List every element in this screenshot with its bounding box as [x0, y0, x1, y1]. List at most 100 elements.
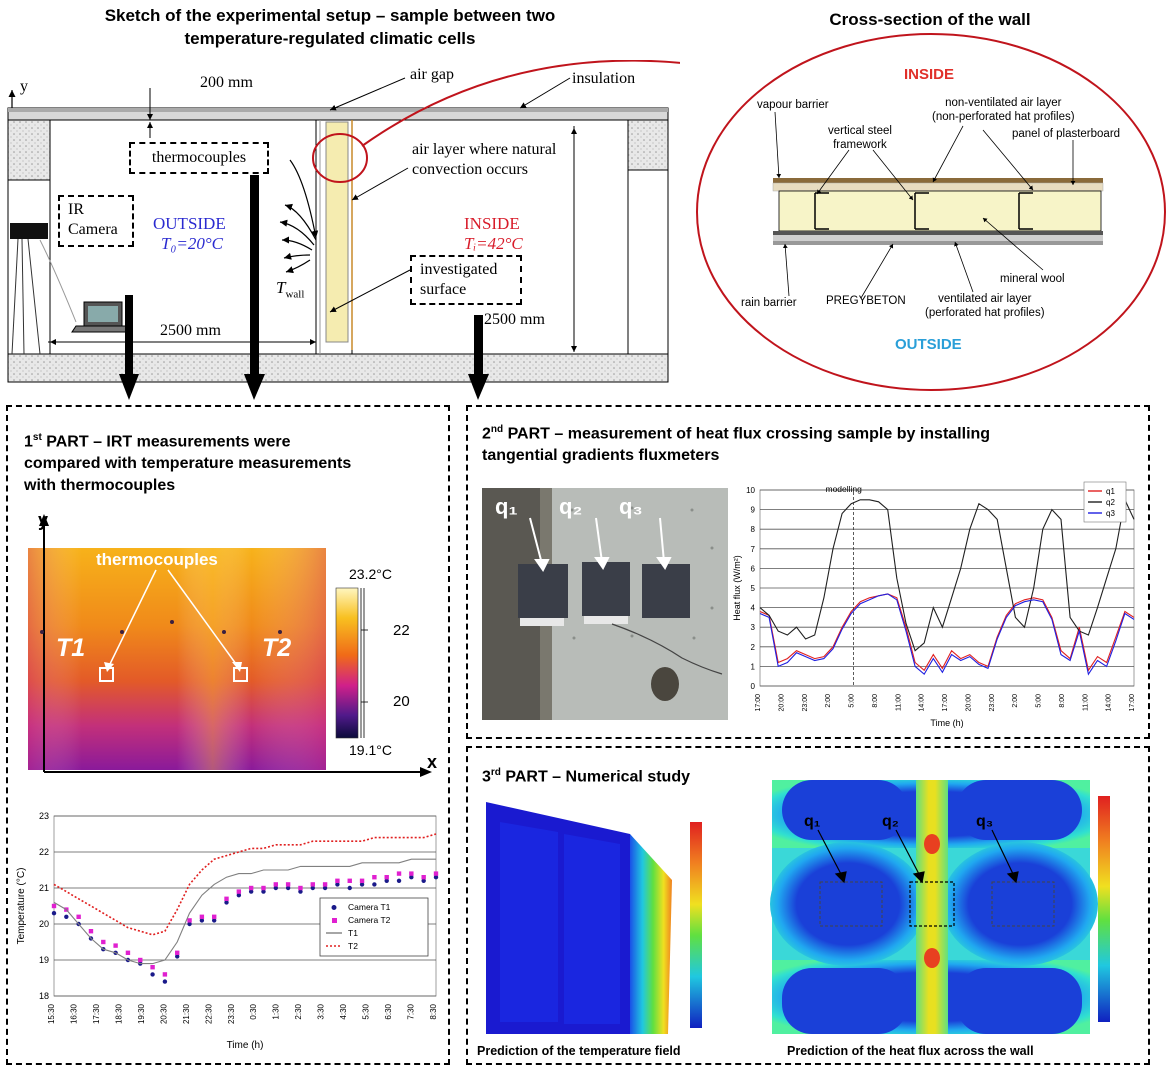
legend-label: q2 [1106, 498, 1115, 507]
ir-camera-box: IR Camera [58, 195, 134, 247]
data-point [285, 885, 291, 891]
y-tick-label: 18 [39, 991, 49, 1001]
part3-panel [466, 746, 1150, 1065]
x-tick-label: 5:00 [1036, 694, 1043, 708]
temperature-field-render [486, 802, 702, 1034]
data-point [138, 957, 143, 963]
x-tick-label: 3:30 [317, 1003, 326, 1019]
color-scale-bar [335, 587, 359, 739]
y-axis-label: Temperature (°C) [16, 868, 27, 945]
x-tick-label: 21:30 [182, 1003, 191, 1024]
data-point [51, 911, 57, 916]
y-tick-label: 3 [751, 623, 756, 632]
data-point [273, 882, 279, 887]
legend-label: Camera T2 [348, 915, 391, 925]
plasterboard-label: panel of plasterboard [1012, 128, 1121, 140]
x-tick-label: 8:00 [1059, 694, 1066, 708]
air-gap-label: air gap [410, 66, 454, 83]
data-point [384, 875, 389, 880]
data-point [51, 903, 57, 909]
outside-label: OUTSIDE T₀=20°C [153, 214, 226, 253]
data-point [113, 943, 118, 948]
x-axis-label: Time (h) [930, 718, 963, 728]
scale-min-label: 19.1°C [349, 742, 392, 758]
scale-20-label: 20 [393, 693, 410, 710]
caption-heat-flux: Prediction of the heat flux across the w… [787, 1044, 1034, 1058]
x-axis-label: Time (h) [227, 1040, 264, 1051]
legend-label: q1 [1106, 487, 1115, 496]
fluxmeter-photo [482, 488, 728, 720]
legend-label: T2 [348, 941, 358, 951]
part2-panel [466, 405, 1150, 739]
y-tick-label: 19 [39, 955, 49, 965]
y-tick-label: 2 [751, 643, 756, 652]
x-tick-label: 15:30 [47, 1003, 56, 1024]
data-point [187, 918, 192, 923]
data-point [224, 900, 229, 905]
y-tick-label: 22 [39, 847, 49, 857]
x-tick-label: 7:30 [407, 1003, 416, 1019]
x-tick-label: 2:00 [1012, 694, 1019, 708]
x-tick-label: 2:00 [825, 694, 832, 708]
data-point [421, 875, 426, 880]
data-point [150, 972, 155, 977]
wall-title: Cross-section of the wall [829, 10, 1031, 29]
down-arrows [119, 175, 489, 400]
x-tick-label: 2:30 [294, 1003, 303, 1019]
series-line [53, 858, 436, 965]
x-tick-label: 23:00 [989, 694, 996, 712]
setup-title: Sketch of the experimental setup – sampl… [104, 6, 556, 48]
data-point [261, 885, 266, 891]
map-q2-label: q₂ [882, 813, 899, 830]
camera-body [10, 223, 48, 239]
y-tick-label: 23 [39, 811, 49, 821]
data-point [88, 929, 94, 934]
ir-thermocouples-label: thermocouples [96, 550, 218, 569]
x-tick-label: 4:30 [339, 1003, 348, 1019]
x-tick-label: 16:30 [69, 1003, 78, 1024]
series-line [759, 593, 1135, 676]
pregybeton-label: PREGYBETON [826, 295, 906, 307]
data-point [335, 878, 340, 883]
x-tick-label: 0:30 [249, 1003, 258, 1019]
y-tick-label: 8 [751, 525, 756, 534]
x-tick-label: 23:00 [802, 694, 809, 712]
x-tick-label: 22:30 [204, 1003, 213, 1024]
data-point [433, 875, 439, 880]
data-point [248, 889, 254, 894]
photo-q2-label: q₂ [559, 494, 583, 519]
floor-slab [7, 353, 669, 383]
data-point [409, 875, 414, 880]
thermocouples-box: thermocouples [129, 142, 269, 174]
y-tick-label: 9 [751, 506, 756, 515]
data-point [310, 885, 315, 891]
data-point [261, 889, 266, 894]
zoom-connector [361, 60, 680, 147]
legend-marker [331, 905, 337, 910]
data-point [199, 918, 205, 923]
legend: Camera T1 Camera T2 T1 T2 [319, 897, 429, 957]
legend: q1 q2 q3 [1083, 481, 1127, 523]
data-point [359, 882, 365, 887]
x-tick-label: 20:30 [159, 1003, 168, 1024]
wall-inside-label: INSIDE [904, 66, 955, 83]
ir-thermogram [28, 514, 432, 777]
part3-title: 3rd PART – Numerical study [482, 767, 690, 786]
data-point [101, 939, 106, 945]
x-tick-label: 11:00 [1082, 694, 1089, 711]
steel-framework-label: vertical steel framework [828, 125, 892, 151]
part1-title: 1st PART – IRT measurements were compare… [24, 432, 352, 495]
data-point [211, 914, 217, 919]
data-point [285, 882, 291, 887]
data-point [409, 871, 414, 876]
data-point [310, 882, 315, 887]
ir-y-axis-label: y [38, 510, 49, 530]
y-axis-label: y [20, 78, 28, 95]
x-tick-label: 8:00 [872, 694, 879, 708]
caption-temperature-field: Prediction of the temperature field [477, 1044, 681, 1058]
data-point [224, 896, 229, 901]
data-point [64, 914, 69, 919]
t2-label: T2 [262, 634, 292, 662]
x-tick-label: 8:30 [429, 1003, 438, 1019]
data-point [347, 885, 352, 891]
